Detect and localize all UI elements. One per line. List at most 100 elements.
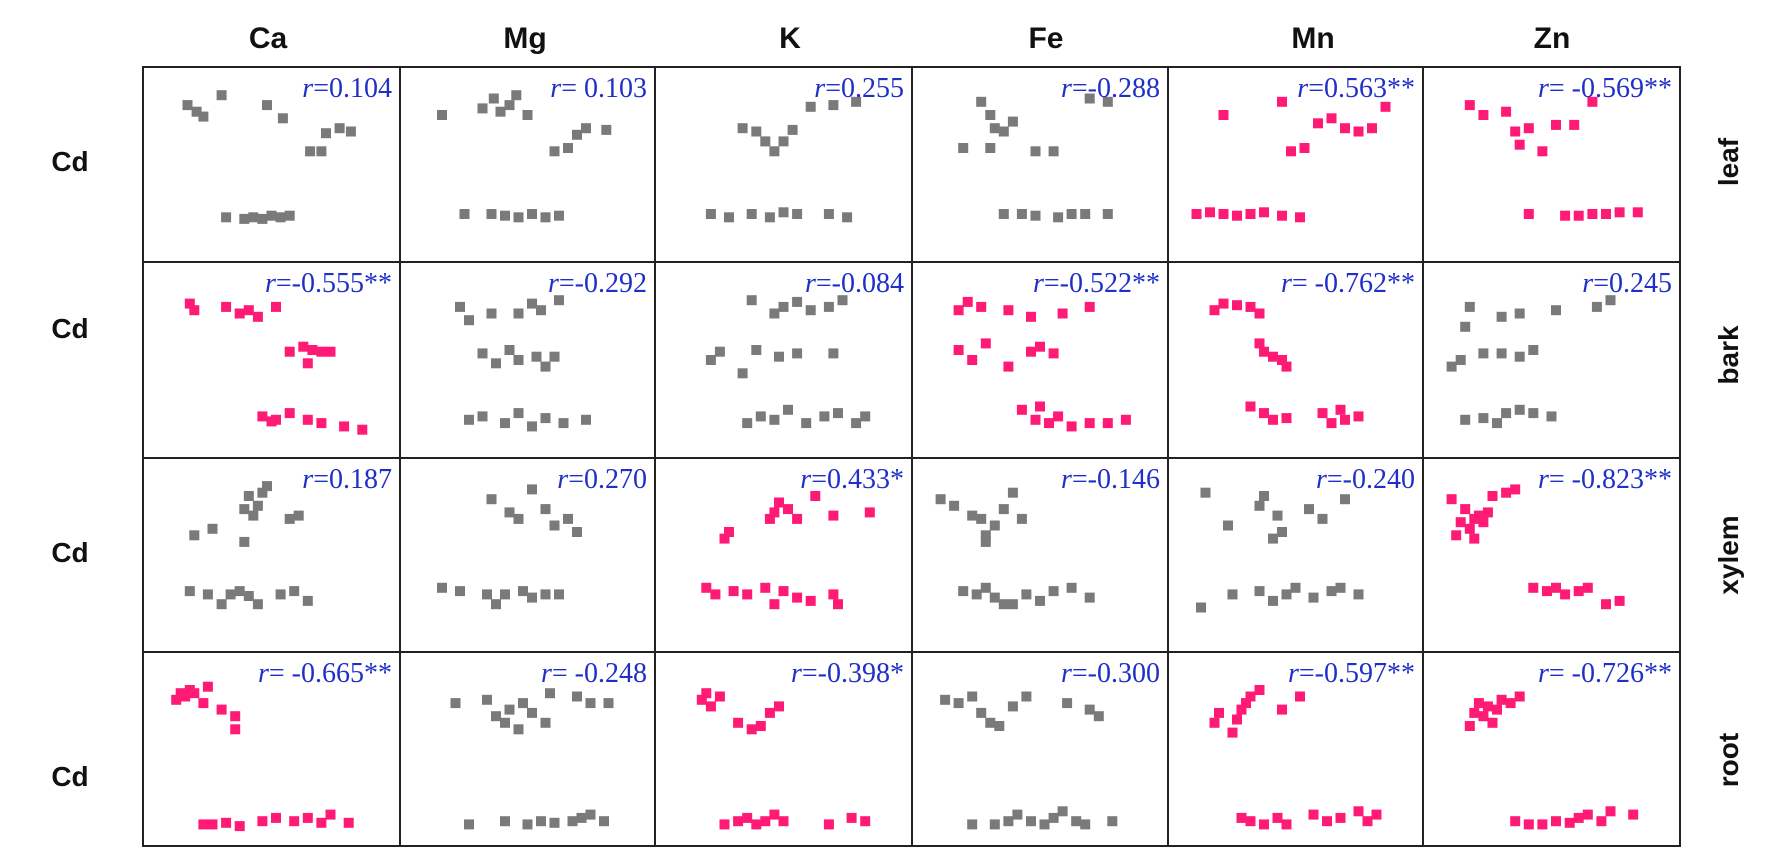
data-point [1080, 819, 1091, 830]
correlation-symbol: r [1033, 268, 1044, 299]
column-header-fe: Fe [1028, 22, 1063, 55]
correlation-symbol: r [1061, 464, 1072, 495]
data-point [1460, 321, 1471, 332]
correlation-value: =0.270 [568, 464, 647, 495]
data-point [477, 103, 488, 114]
data-point [746, 295, 757, 306]
cell-cd-root-k: r=-0.398* [654, 651, 913, 847]
data-point [189, 530, 200, 541]
data-point [527, 707, 537, 718]
data-point [563, 143, 573, 153]
data-point [1236, 704, 1247, 715]
data-point [1012, 809, 1023, 820]
data-point [851, 418, 862, 429]
data-point [742, 589, 753, 600]
data-point [491, 358, 501, 369]
correlation-symbol: r [1288, 658, 1299, 689]
data-point [1236, 812, 1247, 823]
data-point [958, 143, 969, 153]
data-point [257, 816, 268, 827]
data-point [252, 311, 263, 322]
data-point [339, 421, 350, 432]
data-point [1254, 308, 1265, 319]
data-point [1335, 404, 1346, 415]
data-point [1232, 300, 1242, 311]
data-point [864, 507, 875, 518]
data-point [1537, 146, 1548, 157]
data-point [1469, 533, 1480, 544]
data-point [828, 100, 839, 111]
data-point [500, 589, 510, 600]
data-point [171, 694, 182, 705]
data-point [1551, 305, 1561, 316]
data-point [1245, 301, 1256, 312]
correlation-label: r=-0.398* [791, 658, 904, 689]
data-point [976, 96, 987, 107]
data-point [1582, 809, 1593, 820]
data-point [1039, 819, 1050, 830]
correlation-symbol: r [1316, 464, 1327, 495]
cell-cd-bark-zn: r=0.245 [1422, 261, 1681, 459]
data-point [1268, 414, 1278, 425]
correlation-label: r=-0.292 [548, 268, 647, 299]
data-point [828, 348, 839, 359]
correlation-symbol: r [550, 73, 561, 104]
data-point [1478, 517, 1489, 528]
data-point [1308, 809, 1319, 820]
data-point [536, 305, 546, 316]
data-point [266, 210, 277, 221]
data-point [746, 209, 757, 219]
data-point [191, 106, 202, 117]
data-point [719, 819, 730, 830]
data-point [801, 418, 812, 429]
data-point [1066, 209, 1077, 219]
correlation-symbol: r [302, 73, 313, 104]
data-point [760, 816, 771, 827]
data-point [271, 301, 281, 312]
data-point [549, 817, 560, 828]
data-point [1335, 812, 1346, 823]
data-point [1464, 721, 1475, 731]
data-point [1205, 207, 1215, 218]
data-point [787, 124, 798, 135]
cell-cd-xylem-mg: r=0.270 [399, 457, 656, 653]
data-point [518, 698, 528, 709]
data-point [298, 341, 309, 352]
data-point [252, 500, 263, 511]
data-point [243, 591, 254, 601]
correlation-symbol: r [1281, 268, 1292, 299]
data-point [527, 592, 537, 603]
data-point [783, 404, 793, 415]
data-point [764, 513, 775, 524]
data-point [239, 504, 250, 515]
data-point [828, 589, 839, 600]
data-point [1326, 113, 1337, 124]
data-point [778, 586, 789, 597]
data-point [284, 346, 295, 357]
data-point [275, 212, 286, 223]
correlation-symbol: r [800, 464, 811, 495]
data-point [1353, 806, 1364, 817]
data-point [275, 589, 286, 600]
data-point [540, 589, 551, 600]
correlation-label: r= -0.665** [258, 658, 392, 689]
data-point [1003, 305, 1014, 316]
data-point [1259, 408, 1269, 419]
correlation-value: =-0.300 [1072, 658, 1160, 689]
correlation-label: r= -0.726** [1538, 658, 1672, 689]
cell-cd-xylem-zn: r= -0.823** [1422, 457, 1681, 653]
data-point [971, 589, 982, 600]
data-point [316, 346, 327, 357]
correlation-value: =0.187 [313, 464, 392, 495]
correlation-value: = -0.823** [1549, 464, 1672, 495]
data-point [1505, 698, 1516, 709]
correlation-label: r=-0.300 [1061, 658, 1160, 689]
correlation-symbol: r [557, 464, 568, 495]
data-point [823, 301, 834, 312]
data-point [549, 146, 560, 157]
data-point [769, 414, 780, 425]
data-point [714, 346, 725, 357]
data-point [953, 698, 964, 709]
data-point [1066, 582, 1077, 593]
column-header-mg: Mg [503, 22, 546, 55]
